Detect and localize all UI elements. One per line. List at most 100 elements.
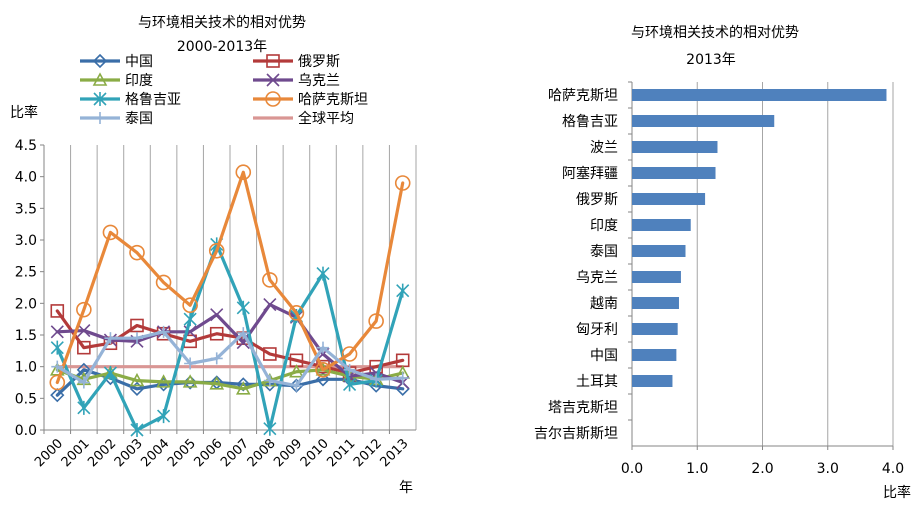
data-point-乌克兰 (50, 325, 64, 339)
legend-label: 格鲁吉亚 (125, 92, 181, 108)
bar-波兰 (632, 141, 718, 153)
bar-chart-title: 与环境相关技术的相对优势 (631, 25, 799, 41)
y-tick-label: 4.0 (15, 170, 37, 186)
data-point-泰国 (263, 374, 276, 387)
category-label: 匈牙利 (576, 322, 618, 338)
x-axis-label: 年 (399, 480, 413, 496)
category-label: 哈萨克斯坦 (548, 88, 618, 104)
legend-item-乌克兰: 乌克兰 (253, 73, 340, 89)
category-label: 塔吉克斯坦 (548, 400, 618, 416)
data-point-俄罗斯 (130, 318, 144, 333)
data-point-印度 (156, 374, 171, 388)
data-point-哈萨克斯坦 (262, 272, 278, 288)
line-chart-subtitle: 2000-2013年 (177, 39, 267, 55)
category-label: 俄罗斯 (576, 192, 618, 208)
bar-chart-subtitle: 2013年 (686, 52, 736, 68)
bar-土耳其 (632, 375, 673, 387)
data-point-乌克兰 (77, 324, 91, 338)
data-point-俄罗斯 (77, 340, 91, 355)
category-label: 阿塞拜疆 (562, 165, 618, 182)
y-tick-label: 1.0 (15, 360, 37, 376)
data-point-哈萨克斯坦 (155, 274, 172, 291)
legend-marker (94, 112, 106, 124)
data-point-泰国 (184, 357, 197, 370)
legend-label: 哈萨克斯坦 (298, 92, 368, 108)
data-point-乌克兰 (263, 298, 277, 312)
data-point-格鲁吉亚 (343, 377, 357, 392)
x-tick-label: 2012 (351, 436, 385, 470)
data-point-泰国 (317, 341, 329, 354)
x-tick-label: 4.0 (882, 461, 904, 477)
data-point-印度 (129, 372, 145, 387)
series-哈萨克斯坦 (49, 164, 411, 391)
data-point-哈萨克斯坦 (235, 164, 252, 181)
x-tick-label: 2009 (271, 436, 305, 470)
x-tick-label: 2006 (192, 436, 226, 470)
legend-label: 泰国 (125, 111, 153, 127)
y-tick-label: 0.5 (15, 391, 37, 407)
data-point-泰国 (51, 360, 64, 373)
legend-label: 乌克兰 (298, 73, 340, 89)
legend-label: 俄罗斯 (298, 54, 340, 70)
data-point-哈萨克斯坦 (182, 297, 198, 314)
line-chart-title: 与环境相关技术的相对优势 (138, 15, 306, 31)
y-tick-label: 2.5 (15, 265, 37, 281)
legend-item-格鲁吉亚: 格鲁吉亚 (80, 92, 181, 108)
bar-乌克兰 (632, 271, 681, 283)
category-label: 越南 (590, 296, 618, 312)
data-point-哈萨克斯坦 (315, 362, 331, 378)
bar-印度 (632, 219, 691, 231)
data-point-格鲁吉亚 (316, 266, 330, 281)
data-point-格鲁吉亚 (50, 340, 64, 355)
data-point-俄罗斯 (50, 304, 65, 318)
bar-chart: 与环境相关技术的相对优势 2013年 0.0 1.0 2.0 3.0 4.0 比率 哈萨克斯坦格… (534, 25, 911, 501)
series-line-哈萨克斯坦 (55, 170, 405, 385)
data-point-哈萨克斯坦 (49, 374, 66, 391)
bar-泰国 (632, 245, 686, 257)
x-tick-label: 2004 (138, 436, 172, 470)
series-泰国 (51, 325, 409, 392)
category-label: 土耳其 (576, 374, 618, 390)
x-tick-label: 0.0 (621, 461, 643, 477)
x-tick-label: 2008 (245, 436, 279, 470)
category-label: 乌克兰 (576, 270, 618, 286)
data-point-哈萨克斯坦 (288, 305, 305, 321)
x-tick-label: 1.0 (686, 461, 708, 477)
data-point-格鲁吉亚 (157, 409, 171, 424)
line-chart: 与环境相关技术的相对优势 2000-2013年 0.0 0.5 1.0 1.5 2.0 2.5… (10, 15, 417, 496)
legend-label: 全球平均 (298, 110, 354, 127)
y-tick-label: 1.5 (15, 328, 37, 344)
data-point-乌克兰 (210, 308, 224, 322)
y-tick-label: 4.5 (15, 138, 37, 154)
x-tick-label: 2002 (85, 436, 119, 470)
legend-marker (266, 54, 280, 68)
legend-item-全球平均: 全球平均 (253, 110, 354, 127)
bar-俄罗斯 (632, 193, 706, 205)
legend-marker (92, 53, 108, 69)
y-tick-label: 3.5 (15, 201, 37, 217)
data-point-格鲁吉亚 (263, 421, 277, 436)
data-point-泰国 (290, 379, 303, 392)
x-axis-label: 比率 (883, 484, 911, 501)
bar-匈牙利 (632, 323, 678, 335)
legend-marker (266, 73, 280, 87)
x-tick-label: 2001 (59, 436, 93, 470)
legend-item-泰国: 泰国 (80, 111, 153, 127)
data-point-哈萨克斯坦 (76, 301, 92, 318)
data-point-泰国 (396, 372, 409, 385)
category-label: 格鲁吉亚 (562, 114, 618, 130)
data-point-中国 (129, 381, 145, 396)
y-tick-label: 0.0 (15, 423, 37, 439)
data-point-哈萨克斯坦 (394, 175, 411, 191)
data-point-泰国 (370, 373, 383, 386)
x-tick-label: 2.0 (751, 461, 773, 477)
bar-哈萨克斯坦 (632, 89, 887, 101)
x-tick-label: 2010 (298, 436, 332, 470)
data-point-哈萨克斯坦 (341, 346, 358, 362)
x-tick-label: 2005 (165, 436, 199, 470)
data-point-印度 (235, 381, 251, 395)
legend-marker (265, 91, 281, 107)
data-point-哈萨克斯坦 (208, 242, 225, 259)
